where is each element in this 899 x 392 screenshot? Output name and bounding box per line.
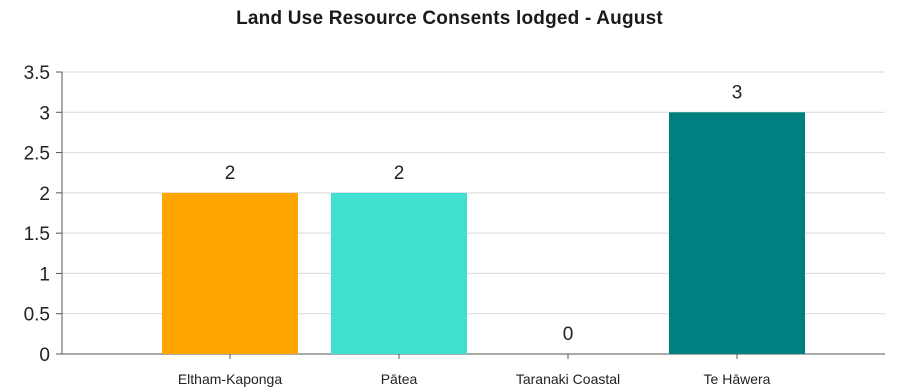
y-tick-label: 1 [39,264,50,285]
data-label: 2 [225,163,236,184]
y-tick-label: 1.5 [24,224,50,245]
y-tick-label: 0.5 [24,305,50,326]
data-label: 0 [563,324,574,345]
y-tick-label: 3.5 [24,63,50,84]
x-tick-label: Pātea [381,371,418,387]
y-tick-label: 0 [39,345,50,366]
bar [669,112,805,355]
y-tick-label: 2.5 [24,144,50,165]
x-tick-label: Te Hāwera [704,371,771,387]
data-label: 2 [394,163,405,184]
bar [331,192,467,354]
y-tick-label: 3 [39,103,50,124]
data-label: 3 [732,82,743,103]
bar [162,192,298,354]
x-tick-label: Taranaki Coastal [516,371,620,387]
y-tick-label: 2 [39,184,50,205]
x-tick-label: Eltham-Kaponga [178,371,283,387]
chart-title: Land Use Resource Consents lodged - Augu… [236,8,663,29]
